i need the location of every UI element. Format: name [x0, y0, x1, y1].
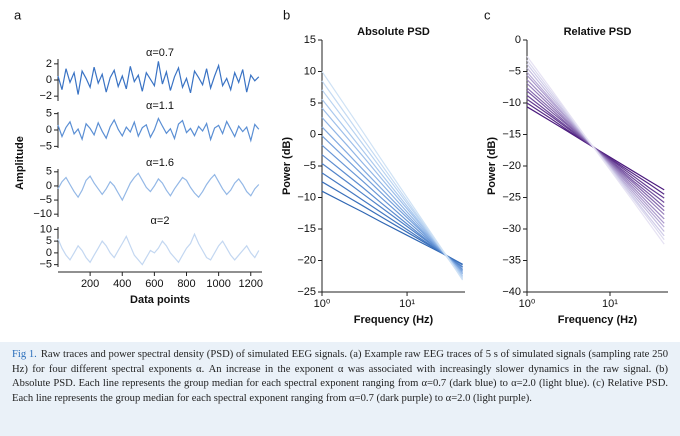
- caption: Fig 1. Raw traces and power spectral dens…: [12, 348, 668, 406]
- y-tick-label: −10: [502, 97, 521, 109]
- x-tick-label: 200: [81, 278, 99, 290]
- y-axis-label: Power (dB): [486, 137, 498, 195]
- x-axis-label: Frequency (Hz): [558, 314, 638, 326]
- trace-label: α=2: [151, 215, 170, 227]
- trace: [57, 61, 260, 95]
- y-tick-label: −5: [303, 160, 316, 172]
- panel-label: c: [484, 7, 491, 22]
- y-tick-label: −10: [297, 191, 316, 203]
- caption-text: Raw traces and power spectral density (P…: [12, 349, 668, 404]
- x-axis-label: Frequency (Hz): [354, 314, 434, 326]
- trace: [57, 232, 260, 266]
- x-tick-label: 1200: [239, 278, 263, 290]
- y-tick-label: 10: [40, 223, 52, 235]
- y-tick-label: −25: [297, 286, 316, 298]
- panel-label: b: [283, 7, 290, 22]
- y-tick-label: −5: [39, 259, 52, 271]
- x-tick-label: 10⁰: [519, 298, 536, 310]
- caption-label: Fig 1.: [12, 349, 37, 360]
- y-tick-label: 0: [46, 247, 52, 259]
- y-tick-label: 0: [46, 124, 52, 136]
- psd-line: [526, 56, 665, 245]
- trace-label: α=0.7: [146, 47, 174, 59]
- chart-title: Absolute PSD: [357, 26, 430, 38]
- y-tick-label: −15: [502, 128, 521, 140]
- x-tick-label: 400: [113, 278, 131, 290]
- psd-line: [321, 71, 464, 281]
- x-axis-label: Data points: [130, 294, 190, 306]
- y-axis-label: Power (dB): [281, 137, 293, 195]
- y-tick-label: 5: [46, 166, 52, 178]
- y-tick-label: 5: [46, 235, 52, 247]
- y-tick-label: −2: [39, 90, 52, 102]
- y-tick-label: −35: [502, 254, 521, 266]
- y-tick-label: 5: [310, 97, 316, 109]
- trace: [57, 117, 260, 143]
- y-axis-label: Amplitude: [14, 136, 26, 190]
- y-tick-label: 10: [304, 65, 316, 77]
- y-tick-label: 2: [46, 58, 52, 70]
- x-tick-label: 1000: [206, 278, 230, 290]
- y-tick-label: 0: [46, 180, 52, 192]
- x-tick-label: 10¹: [399, 298, 415, 310]
- y-tick-label: −20: [297, 254, 316, 266]
- trace-label: α=1.1: [146, 100, 174, 112]
- trace-label: α=1.6: [146, 157, 174, 169]
- y-tick-label: −25: [502, 191, 521, 203]
- y-tick-label: −5: [508, 65, 521, 77]
- y-tick-label: 0: [46, 74, 52, 86]
- y-tick-label: −5: [39, 194, 52, 206]
- psd-line: [321, 190, 463, 265]
- trace: [57, 172, 260, 202]
- chart-title: Relative PSD: [564, 26, 632, 38]
- x-tick-label: 600: [145, 278, 163, 290]
- x-tick-label: 800: [177, 278, 195, 290]
- y-tick-label: 5: [46, 108, 52, 120]
- x-tick-label: 10¹: [602, 298, 618, 310]
- y-tick-label: −15: [297, 223, 316, 235]
- y-tick-label: 0: [515, 34, 521, 46]
- y-tick-label: −30: [502, 223, 521, 235]
- y-tick-label: −10: [33, 208, 52, 220]
- y-tick-label: −5: [39, 140, 52, 152]
- x-tick-label: 10⁰: [314, 298, 331, 310]
- y-tick-label: 15: [304, 34, 316, 46]
- psd-line: [321, 154, 463, 270]
- y-tick-label: −40: [502, 286, 521, 298]
- y-tick-label: 0: [310, 128, 316, 140]
- y-tick-label: −20: [502, 160, 521, 172]
- panel-label: a: [14, 7, 22, 22]
